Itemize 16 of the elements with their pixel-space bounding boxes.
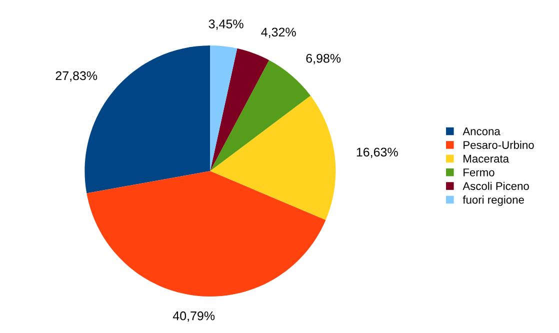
legend-label: fuori regione: [462, 196, 524, 206]
pie-slice: [210, 96, 336, 220]
legend-label: Fermo: [464, 168, 494, 176]
data-label: 16,63%: [356, 148, 398, 158]
legend-label: Ascoli Piceno: [462, 182, 529, 190]
data-label: 4,32%: [261, 28, 296, 38]
data-label: 3,45%: [208, 20, 244, 30]
legend-label: Pesaro-Urbino: [464, 140, 534, 149]
legend-label: Macerata: [464, 154, 509, 163]
data-label: 27,83%: [56, 71, 98, 82]
pie-slice: [210, 45, 238, 171]
legend-label: Ancona: [462, 128, 500, 136]
data-label: 6,98%: [306, 54, 341, 64]
data-label: 40,79%: [172, 311, 215, 322]
pie-slice: [210, 48, 270, 171]
pie-slice: [86, 170, 326, 296]
